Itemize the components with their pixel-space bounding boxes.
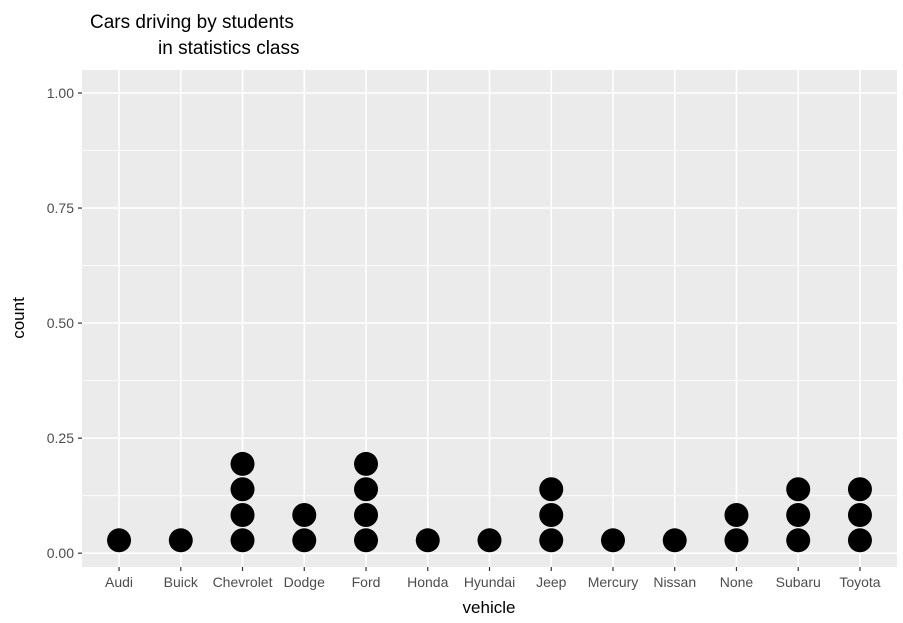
dot-ford-3: [354, 477, 379, 502]
x-tick-label: Ford: [352, 574, 381, 590]
x-tick-label: Audi: [105, 574, 133, 590]
dot-none-1: [724, 528, 749, 553]
y-tick-label: 0.75: [47, 200, 74, 216]
dot-subaru-3: [786, 477, 811, 502]
dot-honda-1: [415, 528, 440, 553]
x-tick-label: Nissan: [653, 574, 696, 590]
y-axis: 0.00 0.25 0.50 0.75 1.00: [47, 85, 82, 561]
dot-ford-2: [354, 502, 379, 527]
dot-dodge-2: [292, 502, 317, 527]
dots-layer: [107, 451, 872, 553]
y-tick-label: 0.25: [47, 430, 74, 446]
x-tick-label: Jeep: [536, 574, 567, 590]
chart-title-line-1: Cars driving by students: [90, 12, 294, 33]
x-tick-label: Dodge: [284, 574, 325, 590]
grid-lines: [82, 70, 897, 567]
dot-chevrolet-1: [230, 528, 255, 553]
x-tick-label: None: [720, 574, 754, 590]
dot-nissan-1: [662, 528, 687, 553]
dot-subaru-2: [786, 502, 811, 527]
dot-chevrolet-2: [230, 502, 255, 527]
dot-none-2: [724, 502, 749, 527]
x-tick-label: Subaru: [776, 574, 821, 590]
dot-audi-1: [107, 528, 132, 553]
dot-chevrolet-4: [230, 451, 255, 476]
dot-buick-1: [168, 528, 193, 553]
y-tick-label: 0.00: [47, 545, 74, 561]
dot-jeep-1: [539, 528, 564, 553]
dot-toyota-1: [847, 528, 872, 553]
dot-mercury-1: [600, 528, 625, 553]
dot-hyundai-1: [477, 528, 502, 553]
dot-toyota-3: [847, 477, 872, 502]
x-tick-label: Honda: [407, 574, 448, 590]
x-tick-label: Hyundai: [464, 574, 515, 590]
x-tick-label: Chevrolet: [213, 574, 273, 590]
dot-ford-4: [354, 451, 379, 476]
dot-subaru-1: [786, 528, 811, 553]
x-tick-label: Toyota: [839, 574, 880, 590]
dot-jeep-2: [539, 502, 564, 527]
y-tick-label: 1.00: [47, 85, 74, 101]
y-axis-title: count: [9, 297, 28, 339]
x-axis-title: vehicle: [463, 598, 516, 617]
x-tick-label: Mercury: [588, 574, 639, 590]
y-tick-label: 0.50: [47, 315, 74, 331]
dot-ford-1: [354, 528, 379, 553]
dot-chevrolet-3: [230, 477, 255, 502]
x-tick-label: Buick: [164, 574, 199, 590]
dot-dodge-1: [292, 528, 317, 553]
dot-toyota-2: [847, 502, 872, 527]
dot-jeep-3: [539, 477, 564, 502]
x-axis: Audi Buick Chevrolet Dodge Ford Honda Hyundai J…: [105, 567, 881, 590]
chart-title-line-2: in statistics class: [158, 38, 299, 59]
